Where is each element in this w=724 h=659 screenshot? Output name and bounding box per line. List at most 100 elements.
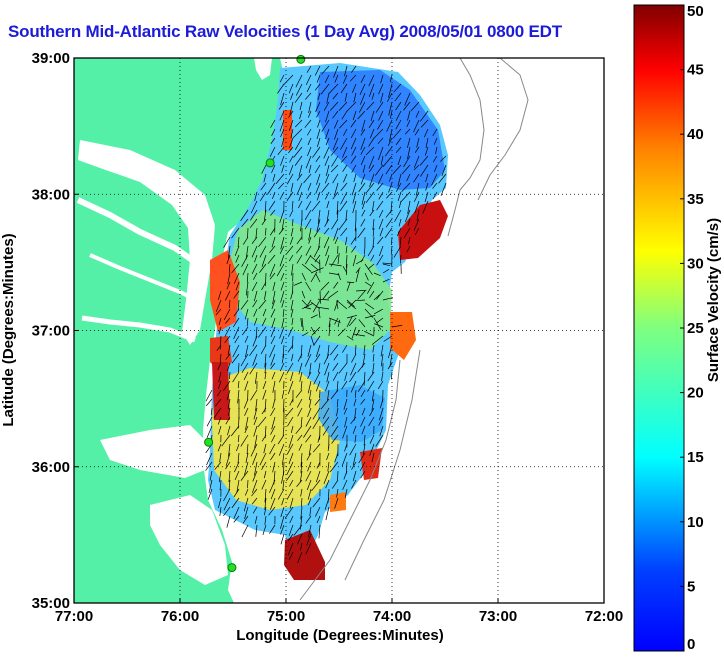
velocity-vector — [375, 164, 384, 176]
velocity-vector — [231, 263, 240, 274]
velocity-vector — [250, 209, 258, 221]
velocity-vector — [389, 173, 393, 182]
velocity-vector — [210, 407, 213, 416]
velocity-vector — [344, 416, 348, 428]
velocity-vector — [233, 515, 240, 523]
velocity-vector — [330, 146, 339, 156]
velocity-vector — [360, 173, 366, 185]
velocity-vector — [243, 398, 249, 409]
velocity-vector — [293, 281, 303, 286]
velocity-hotspot-6 — [284, 530, 325, 580]
velocity-vector — [355, 329, 361, 337]
velocity-vector — [326, 200, 330, 209]
velocity-vector — [338, 101, 348, 111]
velocity-vector — [278, 227, 285, 235]
velocity-vector — [424, 146, 429, 156]
velocity-vector — [358, 101, 366, 113]
velocity-vector — [389, 128, 393, 142]
velocity-vector — [240, 353, 249, 367]
velocity-vector — [236, 479, 240, 493]
velocity-vector — [377, 173, 384, 185]
velocity-vector — [329, 344, 339, 356]
velocity-vector — [373, 317, 382, 330]
velocity-vector — [343, 128, 348, 136]
velocity-vector — [390, 371, 393, 380]
velocity-vector — [245, 281, 249, 296]
velocity-vector — [360, 146, 366, 155]
velocity-vector — [272, 281, 276, 291]
radar-station-marker — [296, 54, 306, 64]
velocity-vector — [325, 164, 330, 176]
velocity-vector — [289, 497, 294, 509]
velocity-vector — [237, 299, 240, 310]
velocity-vector — [289, 479, 294, 487]
velocity-vector — [231, 425, 240, 437]
velocity-vector — [223, 308, 231, 321]
velocity-vector — [435, 146, 438, 155]
velocity-vector — [385, 218, 393, 228]
velocity-vector — [283, 398, 285, 413]
velocity-vector — [312, 146, 321, 158]
velocity-vector — [306, 533, 312, 546]
velocity-vector — [251, 488, 258, 497]
velocity-vector — [310, 314, 318, 319]
velocity-vector — [242, 263, 249, 276]
velocity-vector — [414, 146, 420, 154]
velocity-vector — [370, 110, 375, 122]
velocity-vector — [334, 497, 339, 509]
velocity-vector — [205, 389, 213, 402]
velocity-vector — [245, 344, 249, 358]
velocity-vector — [244, 461, 249, 476]
colorbar-tick-label: 35 — [687, 191, 704, 208]
velocity-vector — [361, 407, 366, 416]
velocity-vector — [382, 262, 393, 265]
velocity-vector — [364, 272, 369, 281]
velocity-vector — [219, 479, 222, 491]
velocity-vector — [320, 281, 330, 291]
velocity-vector — [264, 497, 267, 511]
velocity-vector — [378, 209, 384, 218]
velocity-vector — [372, 362, 375, 374]
velocity-vector — [264, 488, 267, 503]
velocity-vector — [416, 137, 420, 148]
velocity-vector — [331, 434, 339, 444]
velocity-vector — [352, 200, 357, 214]
velocity-vector — [270, 119, 276, 128]
velocity-vector — [255, 524, 258, 537]
velocity-vector — [312, 416, 321, 429]
velocity-vector — [241, 524, 249, 538]
velocity-vector — [390, 110, 393, 119]
velocity-vector — [206, 416, 213, 427]
velocity-vector — [344, 488, 348, 498]
velocity-vector — [307, 146, 312, 157]
radar-station-marker — [227, 563, 237, 573]
velocity-vector — [334, 317, 339, 325]
velocity-vector — [343, 470, 348, 480]
velocity-low-region — [316, 70, 445, 190]
velocity-vector — [300, 488, 303, 497]
velocity-vector — [360, 137, 366, 150]
velocity-vector — [327, 461, 330, 472]
velocity-vector — [354, 344, 357, 355]
velocity-vector — [313, 371, 321, 385]
velocity-vector — [234, 461, 240, 473]
velocity-vector — [387, 362, 393, 370]
velocity-vector — [327, 443, 330, 452]
velocity-vector — [244, 425, 249, 434]
velocity-vector — [278, 371, 285, 383]
x-axis: 77:00 76:00 75:00 74:00 73:00 72:00 — [55, 598, 623, 625]
velocity-vector — [300, 218, 303, 232]
velocity-vector — [244, 488, 249, 496]
velocity-vector — [322, 407, 330, 419]
colorbar-tick-label: 30 — [687, 255, 704, 272]
velocity-vector — [209, 470, 213, 481]
velocity-vector — [232, 371, 240, 383]
velocity-vector — [288, 146, 294, 154]
velocity-vector — [396, 227, 402, 236]
velocity-vector — [261, 461, 267, 471]
velocity-vector — [280, 155, 285, 166]
chesapeake-bay — [78, 140, 215, 345]
velocity-hotspot-5 — [360, 448, 382, 480]
velocity-vector — [290, 290, 294, 300]
velocity-vector — [425, 182, 429, 191]
